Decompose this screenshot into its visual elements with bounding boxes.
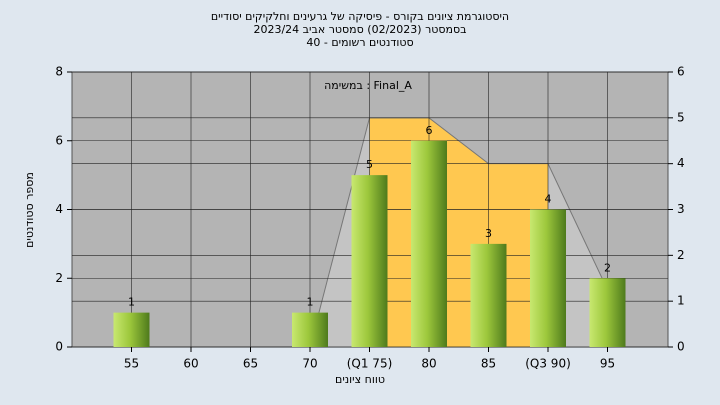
value-label: 6 (426, 124, 433, 137)
x-axis-label: טווח ציונים (335, 373, 385, 386)
bar (411, 140, 447, 347)
x-tick-label: (Q1 75) (347, 357, 393, 371)
y2-tick-label: 1 (677, 294, 685, 308)
title-line: בסמסטר (02/2023) סמסטר אביב 2023/24 (253, 23, 466, 36)
value-label: 3 (485, 227, 492, 240)
bar (589, 278, 626, 347)
bar (292, 312, 328, 347)
x-tick-label: 60 (183, 357, 198, 371)
value-label: 2 (604, 261, 611, 274)
title-line: היסטוגרמת ציונים בקורס - פיסיקה של גרעינ… (211, 10, 509, 23)
bar (470, 243, 507, 347)
x-tick-label: 80 (421, 357, 436, 371)
bar (530, 209, 566, 347)
y-tick-label: 8 (55, 65, 63, 79)
value-label: 1 (128, 296, 135, 309)
y-tick-label: 0 (55, 340, 63, 354)
x-tick-label: 70 (302, 357, 317, 371)
y2-tick-label: 0 (677, 340, 685, 354)
value-label: 5 (366, 158, 373, 171)
x-tick-label: 65 (243, 357, 258, 371)
y2-tick-label: 2 (677, 248, 685, 262)
x-tick-label: 55 (124, 357, 139, 371)
bar (113, 312, 150, 347)
y-tick-label: 4 (55, 202, 63, 216)
bar (351, 175, 388, 347)
y2-tick-label: 4 (677, 156, 685, 170)
x-tick-label: 85 (481, 357, 496, 371)
y2-tick-label: 3 (677, 202, 685, 216)
y2-tick-label: 5 (677, 110, 685, 124)
title-line: סטודנטים רשומים - 40 (306, 36, 413, 49)
y-axis-label: מספר סטודנטים (23, 172, 36, 248)
x-tick-label: 95 (600, 357, 615, 371)
x-tick-label: (Q3 90) (525, 357, 571, 371)
y-tick-label: 2 (55, 271, 63, 285)
y-tick-label: 6 (55, 133, 63, 147)
value-label: 1 (307, 296, 314, 309)
y2-tick-label: 6 (677, 65, 685, 79)
annotation: במשימה : Final_A (324, 79, 412, 92)
value-label: 4 (545, 193, 552, 206)
